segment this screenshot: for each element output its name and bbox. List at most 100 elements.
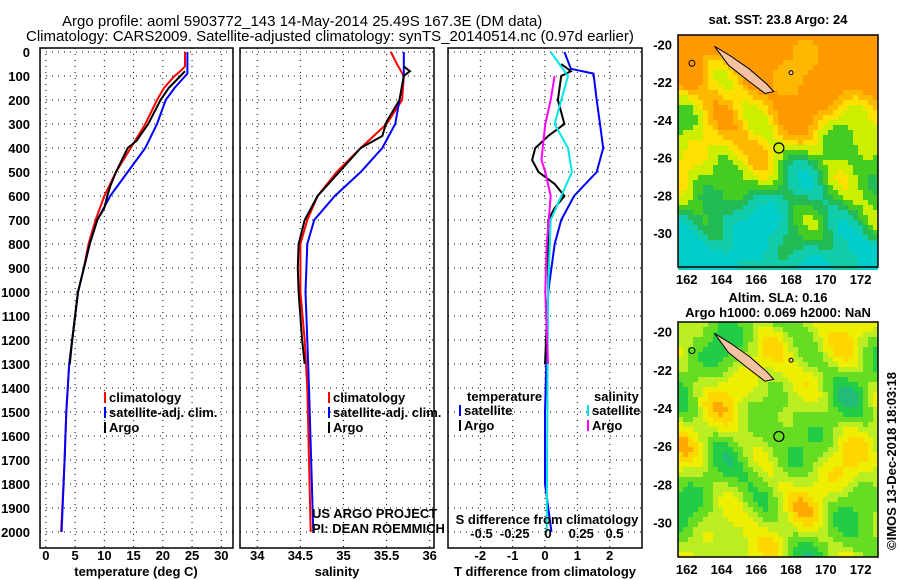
map-cell: [798, 115, 803, 120]
map-cell: [838, 160, 843, 165]
map-cell: [743, 392, 748, 397]
map-cell: [688, 322, 693, 327]
map-cell: [823, 260, 828, 265]
map-cell: [818, 165, 823, 170]
map-cell: [743, 372, 748, 377]
map-cell: [808, 512, 813, 517]
map-cell: [838, 537, 843, 542]
map-cell: [698, 467, 703, 472]
map-cell: [873, 467, 878, 472]
map-cell: [748, 537, 753, 542]
map-cell: [763, 527, 768, 532]
map-cell: [678, 367, 683, 372]
map-cell: [853, 527, 858, 532]
map-cell: [733, 215, 738, 220]
map-cell: [688, 250, 693, 255]
map-cell: [828, 195, 833, 200]
map-cell: [853, 332, 858, 337]
map-cell: [763, 517, 768, 522]
map-cell: [703, 140, 708, 145]
map-cell: [868, 507, 873, 512]
map-cell: [748, 35, 753, 40]
map-cell: [808, 442, 813, 447]
map-cell: [753, 255, 758, 260]
map-cell: [808, 547, 813, 552]
map-cell: [738, 185, 743, 190]
map-cell: [713, 492, 718, 497]
map-cell: [688, 442, 693, 447]
map-cell: [863, 442, 868, 447]
map-cell: [718, 457, 723, 462]
map-cell: [703, 65, 708, 70]
map-cell: [738, 160, 743, 165]
map-cell: [788, 502, 793, 507]
map-cell: [843, 517, 848, 522]
map-cell: [738, 90, 743, 95]
map-cell: [718, 362, 723, 367]
map-cell: [843, 497, 848, 502]
map-cell: [758, 45, 763, 50]
map-cell: [698, 452, 703, 457]
map-cell: [823, 467, 828, 472]
map-cell: [773, 322, 778, 327]
map-cell: [868, 190, 873, 195]
map-cell: [713, 342, 718, 347]
map-cell: [863, 347, 868, 352]
map-cell: [758, 552, 763, 557]
map-cell: [813, 110, 818, 115]
map-cell: [718, 155, 723, 160]
map-cell: [713, 552, 718, 557]
map-cell: [733, 35, 738, 40]
map-cell: [693, 472, 698, 477]
map-cell: [848, 95, 853, 100]
map-cell: [733, 492, 738, 497]
map-cell: [748, 437, 753, 442]
map-cell: [678, 352, 683, 357]
map-cell: [868, 255, 873, 260]
map-cell: [708, 552, 713, 557]
map-cell: [848, 482, 853, 487]
map-cell: [678, 472, 683, 477]
map-cell: [833, 205, 838, 210]
map-cell: [833, 342, 838, 347]
map-cell: [863, 95, 868, 100]
map-cell: [863, 387, 868, 392]
map-cell: [693, 175, 698, 180]
map-cell: [788, 517, 793, 522]
map-cell: [808, 65, 813, 70]
map-cell: [858, 70, 863, 75]
map-cell: [853, 357, 858, 362]
map-cell: [733, 140, 738, 145]
map-cell: [758, 260, 763, 265]
map-cell: [828, 547, 833, 552]
map-cell: [688, 80, 693, 85]
map-cell: [763, 322, 768, 327]
map-cell: [838, 417, 843, 422]
map-cell: [853, 185, 858, 190]
map-cell: [758, 542, 763, 547]
map-cell: [863, 210, 868, 215]
map-cell: [763, 40, 768, 45]
map-cell: [873, 205, 878, 210]
map-cell: [833, 185, 838, 190]
temperature-tick-label: 15: [126, 548, 140, 563]
map-cell: [783, 537, 788, 542]
map-cell: [713, 170, 718, 175]
lat-tick-label: -28: [653, 188, 672, 203]
map-cell: [733, 200, 738, 205]
map-cell: [698, 512, 703, 517]
map-cell: [683, 337, 688, 342]
map-cell: [683, 235, 688, 240]
map-cell: [868, 105, 873, 110]
map-cell: [803, 522, 808, 527]
map-cell: [803, 427, 808, 432]
map-cell: [708, 472, 713, 477]
map-cell: [853, 487, 858, 492]
map-cell: [808, 367, 813, 372]
map-cell: [868, 45, 873, 50]
map-cell: [708, 387, 713, 392]
map-cell: [773, 462, 778, 467]
map-cell: [778, 250, 783, 255]
map-cell: [848, 337, 853, 342]
map-cell: [828, 332, 833, 337]
